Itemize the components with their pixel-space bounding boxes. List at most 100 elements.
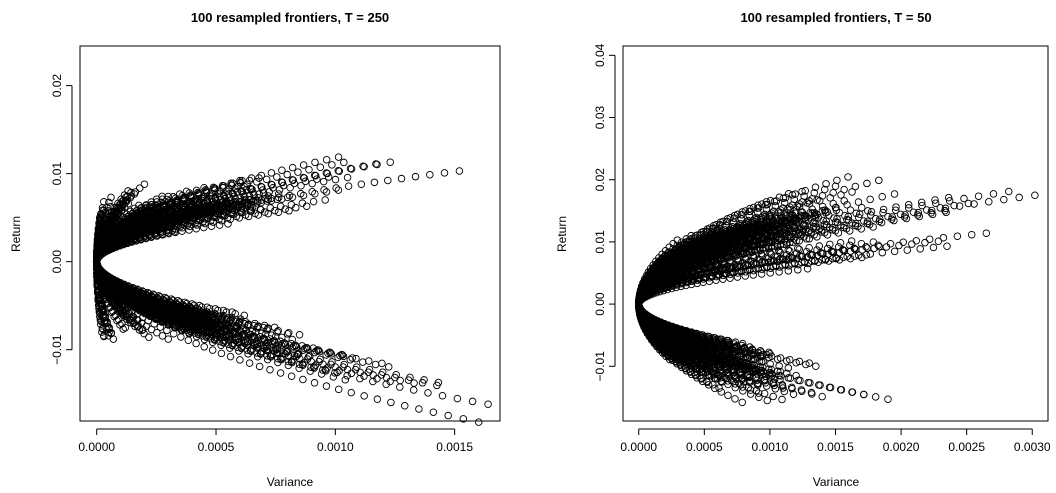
data-point: [319, 177, 328, 186]
data-point: [397, 174, 406, 183]
data-point: [268, 181, 276, 189]
data-point: [299, 161, 308, 169]
data-point: [322, 382, 331, 390]
data-point: [369, 377, 377, 386]
data-point: [387, 398, 395, 407]
data-point: [359, 358, 367, 366]
data-point: [444, 411, 452, 420]
data-point: [310, 379, 319, 387]
data-point: [273, 173, 281, 181]
data-point: [226, 352, 235, 361]
data-point: [287, 372, 296, 381]
data-point: [105, 198, 113, 207]
data-point: [316, 163, 325, 172]
data-point: [348, 354, 357, 362]
data-point: [236, 356, 244, 364]
data-point: [320, 186, 328, 194]
data-point: [290, 179, 299, 188]
data-point: [327, 350, 336, 358]
data-point: [284, 329, 293, 337]
data-point: [286, 184, 294, 192]
data-point: [107, 193, 115, 202]
data-point: [192, 339, 200, 348]
data-point: [378, 359, 386, 368]
data-point: [384, 176, 392, 185]
data-point: [334, 153, 343, 161]
data-point: [316, 355, 324, 364]
data-point: [373, 395, 382, 403]
data-point: [371, 360, 380, 369]
data-point: [324, 173, 333, 181]
data-point: [292, 343, 301, 351]
data-point: [438, 391, 447, 400]
data-point: [279, 181, 288, 190]
data-point: [328, 358, 336, 366]
data-point: [384, 363, 393, 371]
data-point: [329, 373, 338, 381]
data-point: [396, 383, 404, 391]
data-point: [411, 172, 420, 181]
data-point: [140, 180, 149, 188]
data-point: [261, 208, 269, 216]
data-point: [409, 386, 418, 394]
data-point: [208, 346, 217, 354]
data-point: [209, 218, 217, 226]
data-point: [307, 363, 315, 371]
data-point: [273, 328, 281, 336]
data-point: [319, 366, 327, 374]
data-point: [334, 385, 343, 394]
data-point: [328, 161, 336, 169]
data-point: [352, 354, 360, 363]
data-point: [343, 173, 352, 182]
data-point: [262, 175, 271, 184]
data-point: [200, 343, 209, 351]
data-point: [271, 206, 279, 215]
plot-area-frame: [79, 45, 501, 422]
data-point: [311, 172, 320, 180]
data-point: [341, 376, 350, 384]
data-point: [340, 158, 348, 167]
data-point: [347, 165, 356, 173]
data-point: [453, 394, 462, 403]
data-point: [145, 333, 153, 341]
data-point: [295, 360, 304, 369]
data-point: [253, 178, 261, 186]
data-point: [255, 174, 263, 182]
data-point: [347, 388, 356, 397]
data-point: [285, 207, 293, 215]
data-point: [321, 196, 329, 204]
data-point: [365, 357, 373, 365]
chart-title: 100 resampled frontiers, T = 250: [191, 10, 389, 25]
data-point: [273, 354, 282, 363]
data-point: [343, 372, 351, 380]
data-point: [360, 392, 368, 400]
data-point: [276, 369, 285, 377]
data-point: [440, 169, 449, 177]
data-point: [332, 184, 340, 192]
data-point: [315, 347, 324, 356]
data-point: [107, 308, 116, 316]
data-point: [429, 408, 438, 417]
data-point: [253, 199, 261, 207]
data-point: [284, 357, 293, 366]
data-point: [100, 198, 108, 206]
data-point: [360, 162, 368, 171]
chart-panel-left: 100 resampled frontiers, T = 250 0.0000 0…: [9, 10, 501, 489]
data-point: [331, 175, 340, 184]
data-point: [339, 352, 348, 361]
data-point: [340, 360, 348, 369]
data-point: [386, 158, 394, 166]
data-point: [357, 180, 366, 188]
data-point: [269, 184, 277, 192]
data-point: [382, 380, 390, 389]
data-point: [468, 397, 477, 406]
data-point: [184, 336, 193, 345]
data-point: [201, 219, 209, 228]
data-point: [308, 179, 316, 188]
data-point: [313, 175, 321, 183]
data-point: [245, 176, 254, 185]
data-point: [335, 167, 344, 175]
data-point: [370, 178, 379, 187]
data-point: [119, 325, 127, 333]
